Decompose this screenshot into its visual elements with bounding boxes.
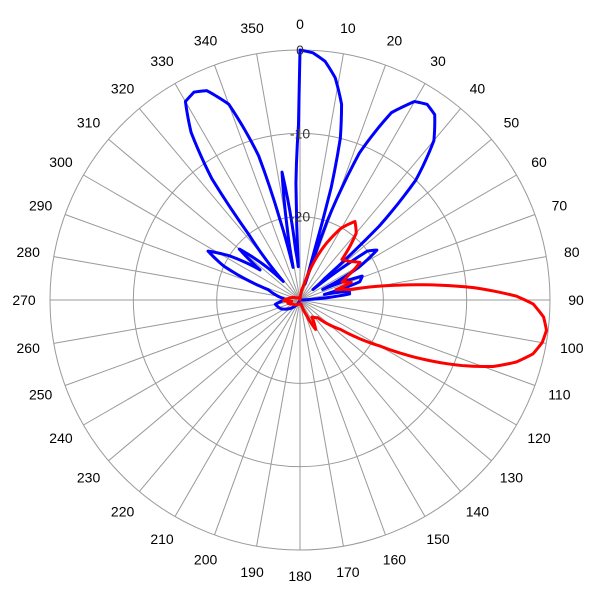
angle-tick-label: 240: [49, 430, 73, 446]
grid-spoke: [108, 299, 301, 462]
angle-tick-label: 110: [548, 386, 571, 402]
angle-tick-label: 190: [240, 564, 264, 580]
angle-tick-label: 0: [296, 16, 304, 32]
grid-spoke: [299, 299, 517, 426]
grid-spoke: [299, 214, 536, 301]
angle-tick-label: 40: [470, 81, 486, 97]
grid-spoke: [108, 138, 301, 301]
angle-tick-label: 210: [150, 531, 174, 547]
angle-tick-label: 310: [77, 115, 101, 131]
grid-spoke: [174, 299, 301, 517]
angle-tick-label: 270: [12, 292, 36, 308]
grid-spoke: [53, 299, 301, 344]
grid-spoke: [83, 299, 301, 426]
angle-tick-label: 170: [336, 564, 360, 580]
angle-tick-label: 200: [194, 551, 218, 567]
grid-spoke: [299, 299, 547, 344]
radial-tick-label: 0: [296, 42, 304, 58]
angle-tick-label: 90: [568, 292, 584, 308]
angle-tick-label: 300: [49, 154, 73, 170]
radial-tick-label: -20: [290, 209, 310, 225]
angle-tick-label: 280: [17, 244, 41, 260]
angle-tick-label: 340: [194, 33, 218, 49]
angle-tick-label: 320: [111, 81, 135, 97]
label-layer: 0 10 20 30 40 50 60 70 80 90 100 110 120 130 140 150 160…: [12, 16, 584, 584]
angle-tick-label: 220: [111, 503, 135, 519]
grid-spoke: [256, 299, 301, 547]
grid-spoke: [299, 174, 517, 301]
angle-tick-label: 70: [552, 198, 568, 214]
angle-tick-label: 120: [527, 430, 551, 446]
grid-spoke: [174, 83, 301, 301]
grid-spoke: [64, 299, 301, 386]
angle-tick-label: 230: [77, 469, 101, 485]
angle-tick-label: 10: [340, 20, 356, 36]
grid-spoke: [299, 83, 426, 301]
grid-spoke: [299, 53, 344, 301]
angle-tick-label: 250: [29, 386, 53, 402]
grid-spoke: [83, 174, 301, 301]
angle-tick-label: 260: [17, 340, 41, 356]
grid-spoke: [299, 299, 536, 386]
angle-tick-label: 330: [150, 53, 174, 69]
grid-spoke: [299, 299, 462, 492]
angle-tick-label: 100: [560, 340, 584, 356]
angle-tick-label: 30: [430, 53, 446, 69]
grid-spoke: [299, 299, 386, 536]
angle-tick-label: 290: [29, 198, 53, 214]
radial-tick-label: -10: [290, 125, 310, 141]
grid-spoke: [299, 299, 344, 547]
grid-spoke: [138, 299, 301, 492]
series-line-blue: [183, 48, 437, 311]
angle-tick-label: 80: [564, 244, 580, 260]
angle-tick-label: 160: [383, 551, 407, 567]
grid-spoke: [214, 299, 301, 536]
series-line-red: [281, 220, 548, 369]
angle-tick-label: 140: [466, 503, 490, 519]
angle-tick-label: 350: [240, 20, 264, 36]
grid-spoke: [53, 256, 301, 301]
angle-tick-label: 50: [504, 115, 520, 131]
angle-tick-label: 180: [288, 568, 312, 584]
angle-tick-label: 60: [531, 154, 547, 170]
series-layer: [183, 48, 548, 369]
angle-tick-label: 130: [500, 469, 524, 485]
angle-tick-label: 150: [426, 531, 450, 547]
angle-tick-label: 20: [387, 33, 403, 49]
grid-spoke: [299, 299, 426, 517]
